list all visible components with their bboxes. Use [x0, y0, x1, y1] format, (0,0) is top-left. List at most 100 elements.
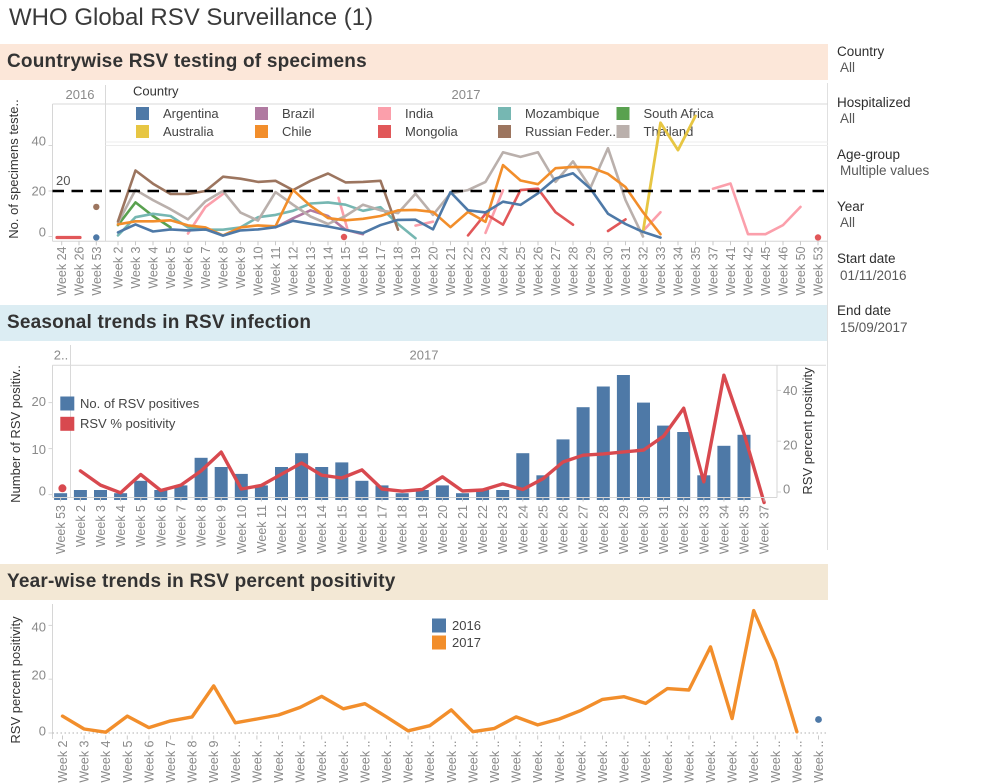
svg-text:Week 5: Week 5: [164, 246, 178, 288]
svg-text:2017: 2017: [410, 348, 439, 363]
svg-text:RSV % positivity: RSV % positivity: [80, 416, 176, 431]
svg-text:Week 3: Week 3: [94, 505, 108, 547]
svg-text:Week 18: Week 18: [396, 505, 410, 554]
svg-text:2016: 2016: [452, 618, 481, 633]
svg-text:Week 15: Week 15: [335, 505, 349, 554]
svg-text:Week 32: Week 32: [677, 505, 691, 554]
svg-text:Week 22: Week 22: [476, 505, 490, 554]
svg-text:Week 9: Week 9: [207, 740, 221, 782]
svg-text:Week 31: Week 31: [619, 246, 633, 295]
svg-text:Week 20: Week 20: [427, 246, 441, 295]
svg-text:Week 9: Week 9: [215, 505, 229, 547]
svg-text:Week 8: Week 8: [195, 505, 209, 547]
svg-text:20: 20: [32, 668, 46, 683]
svg-text:Week 50: Week 50: [794, 246, 808, 295]
svg-text:Week ..: Week ..: [574, 741, 588, 783]
svg-text:Week 29: Week 29: [617, 505, 631, 554]
svg-text:Week 26: Week 26: [73, 246, 87, 295]
svg-text:No. of specimens teste..: No. of specimens teste..: [6, 99, 21, 238]
svg-text:0: 0: [39, 724, 46, 739]
svg-text:Week 2: Week 2: [74, 505, 88, 547]
svg-text:Week 21: Week 21: [456, 505, 470, 554]
svg-text:0: 0: [39, 484, 46, 499]
svg-text:Week 13: Week 13: [304, 246, 318, 295]
svg-text:Week 30: Week 30: [637, 505, 651, 554]
svg-text:Brazil: Brazil: [282, 106, 315, 121]
svg-text:Week ..: Week ..: [488, 741, 502, 783]
svg-text:Week ..: Week ..: [229, 741, 243, 783]
svg-text:Week ..: Week ..: [315, 741, 329, 783]
svg-text:Week ..: Week ..: [639, 741, 653, 783]
svg-text:Week 10: Week 10: [252, 246, 266, 295]
svg-text:20: 20: [783, 438, 797, 453]
svg-text:Week 45: Week 45: [759, 246, 773, 295]
svg-text:Mozambique: Mozambique: [525, 106, 599, 121]
svg-text:Week 6: Week 6: [154, 505, 168, 547]
svg-text:Week 30: Week 30: [602, 246, 616, 295]
svg-text:Week 14: Week 14: [315, 505, 329, 554]
svg-text:10: 10: [32, 442, 46, 457]
svg-text:Week ..: Week ..: [726, 741, 740, 783]
svg-text:40: 40: [32, 134, 46, 149]
svg-text:20: 20: [32, 184, 46, 199]
svg-text:Week 46: Week 46: [777, 246, 791, 295]
svg-text:Week 41: Week 41: [724, 246, 738, 295]
svg-text:Russian Feder..: Russian Feder..: [525, 124, 616, 139]
svg-text:Week 11: Week 11: [269, 246, 283, 294]
svg-text:Week 10: Week 10: [235, 505, 249, 554]
svg-text:Week ..: Week ..: [466, 741, 480, 783]
svg-text:Week 31: Week 31: [657, 505, 671, 554]
svg-text:Week 16: Week 16: [357, 246, 371, 295]
svg-text:Week 7: Week 7: [174, 505, 188, 547]
svg-text:Week ..: Week ..: [596, 741, 610, 783]
svg-text:Week 53: Week 53: [54, 505, 68, 554]
svg-text:Week 9: Week 9: [234, 246, 248, 288]
svg-text:20: 20: [56, 173, 70, 188]
svg-text:Week 24: Week 24: [55, 246, 69, 295]
svg-text:Week 14: Week 14: [322, 246, 336, 295]
svg-text:Week 25: Week 25: [514, 246, 528, 295]
svg-text:Week 23: Week 23: [479, 246, 493, 295]
svg-text:Week 27: Week 27: [549, 246, 563, 295]
svg-text:2..: 2..: [54, 348, 68, 363]
svg-text:Week 20: Week 20: [436, 505, 450, 554]
svg-text:2017: 2017: [452, 635, 481, 650]
svg-text:Week ..: Week ..: [747, 741, 761, 783]
svg-text:0: 0: [39, 225, 46, 240]
svg-text:Week ..: Week ..: [510, 741, 524, 783]
svg-text:Week 2: Week 2: [112, 246, 126, 288]
svg-text:Chile: Chile: [282, 124, 312, 139]
svg-text:20: 20: [32, 394, 46, 409]
svg-text:Week 37: Week 37: [758, 505, 772, 554]
svg-text:Week 35: Week 35: [689, 246, 703, 295]
svg-text:Week 24: Week 24: [516, 505, 530, 554]
svg-text:Week ..: Week ..: [812, 741, 826, 783]
svg-text:Week 2: Week 2: [56, 740, 70, 782]
svg-text:Week ..: Week ..: [661, 741, 675, 783]
svg-text:Week 16: Week 16: [355, 505, 369, 554]
svg-text:Week 15: Week 15: [339, 246, 353, 295]
svg-text:Week 4: Week 4: [114, 505, 128, 547]
svg-text:Week 33: Week 33: [654, 246, 668, 295]
svg-text:Week ..: Week ..: [250, 741, 264, 783]
svg-text:Thailand: Thailand: [644, 124, 694, 139]
svg-text:Week 23: Week 23: [496, 505, 510, 554]
svg-text:Week ..: Week ..: [402, 741, 416, 783]
svg-text:Mongolia: Mongolia: [405, 124, 459, 139]
svg-text:Week 18: Week 18: [392, 246, 406, 295]
svg-text:Week ..: Week ..: [445, 741, 459, 783]
svg-text:Week 17: Week 17: [376, 505, 390, 554]
svg-text:Week ..: Week ..: [618, 741, 632, 783]
svg-text:South Africa: South Africa: [644, 106, 715, 121]
svg-text:Week 3: Week 3: [129, 246, 143, 288]
svg-text:Week 19: Week 19: [416, 505, 430, 554]
svg-text:Week 24: Week 24: [497, 246, 511, 295]
svg-text:Week 19: Week 19: [409, 246, 423, 295]
svg-text:Week 8: Week 8: [217, 246, 231, 288]
svg-text:Week ..: Week ..: [553, 741, 567, 783]
svg-text:Week 6: Week 6: [142, 740, 156, 782]
svg-text:Week 5: Week 5: [134, 505, 148, 547]
svg-text:Week 34: Week 34: [672, 246, 686, 295]
svg-text:Week 4: Week 4: [147, 246, 161, 288]
svg-text:Week 7: Week 7: [164, 740, 178, 782]
